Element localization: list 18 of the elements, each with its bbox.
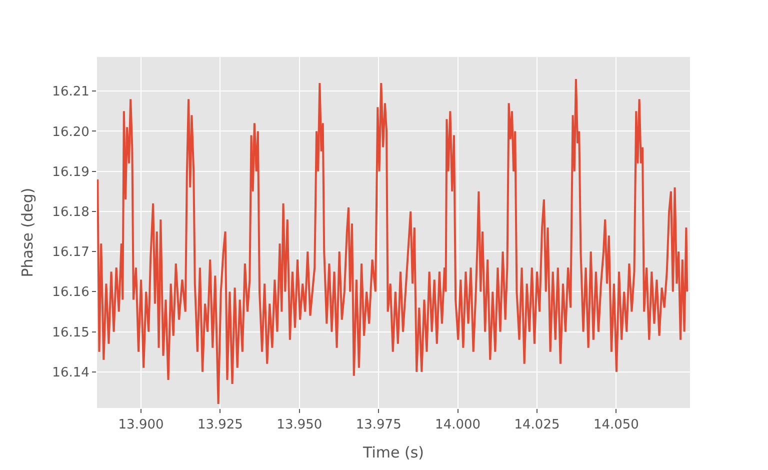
x-tick-label: 14.050 — [593, 418, 639, 433]
y-tick-label: 16.15 — [52, 325, 90, 340]
x-tick-label: 14.025 — [514, 418, 560, 433]
x-tick-label: 14.000 — [435, 418, 481, 433]
y-tick-label: 16.16 — [52, 285, 90, 300]
y-tick-label: 16.18 — [52, 204, 90, 220]
x-tick-label: 13.975 — [356, 418, 402, 433]
y-tick-label: 16.19 — [52, 164, 90, 180]
y-tick-label: 16.17 — [52, 245, 90, 260]
y-tick-label: 16.21 — [52, 84, 90, 100]
y-tick-label: 16.14 — [52, 365, 90, 380]
line-series — [97, 78, 688, 405]
x-tick-label: 13.900 — [118, 418, 164, 433]
x-tick-label: 13.925 — [197, 418, 243, 433]
y-tick-label: 16.20 — [52, 124, 90, 140]
x-tick-label: 13.950 — [276, 418, 322, 433]
y-axis-title: Phase (deg) — [18, 188, 36, 278]
x-axis-title: Time (s) — [362, 444, 424, 462]
